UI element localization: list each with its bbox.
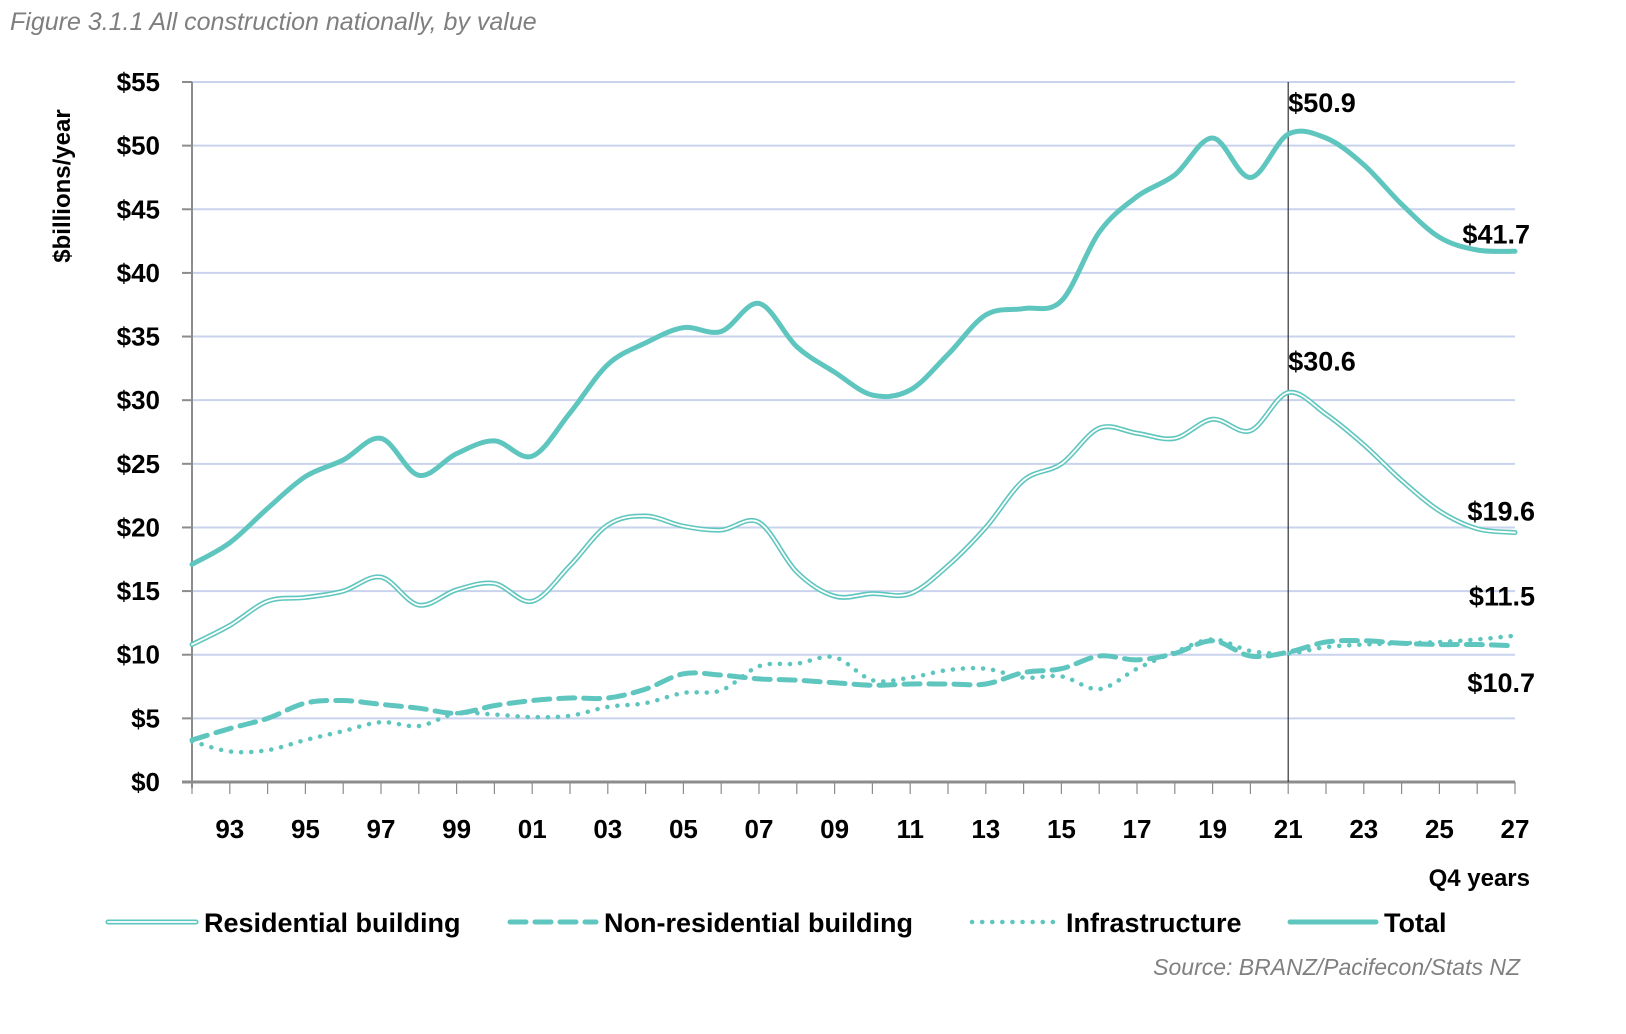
legend-item-residential-building: Residential building [105, 908, 461, 938]
legend-item-infrastructure: Infrastructure [969, 908, 1242, 938]
x-tick-label: 21 [1274, 814, 1303, 844]
y-tick-label: $30 [117, 385, 160, 415]
y-tick-label: $0 [131, 767, 160, 797]
x-tick-label: 17 [1123, 814, 1152, 844]
legend-label: Residential building [204, 908, 461, 938]
data-labels: $50.9 $41.7 $30.6 $19.6 $11.5 $10.7 [1288, 88, 1535, 698]
line-stroke [189, 638, 1518, 743]
data-label: $11.5 [1469, 582, 1535, 612]
y-tick-label: $10 [117, 640, 160, 670]
legend-item-non-residential-building: Non-residential building [507, 908, 913, 938]
y-tick-label: $20 [117, 512, 160, 542]
y-tick-label: $25 [117, 449, 160, 479]
legend-item-total: Total [1287, 908, 1447, 938]
y-axis-tick-labels: $0 $5 $10 $15 $20 $25 $30 $35 $40 $45 $50 $55 [117, 67, 160, 797]
x-tick-label: 11 [896, 814, 924, 844]
line-inner [191, 391, 1516, 646]
x-tick-label: 23 [1349, 814, 1378, 844]
gridlines [192, 81, 1515, 720]
line-stroke [189, 128, 1518, 567]
x-tick-label: 99 [442, 814, 471, 844]
y-tick-label: $35 [117, 322, 160, 352]
x-axis-title: Q4 years [1429, 865, 1530, 892]
x-tick-label: 97 [367, 814, 396, 844]
x-tick-label: 13 [971, 814, 1000, 844]
y-tick-label: $45 [117, 194, 160, 224]
x-tick-label: 95 [291, 814, 320, 844]
legend-label: Infrastructure [1066, 908, 1242, 938]
x-tick-label: 25 [1425, 814, 1454, 844]
axes [182, 81, 1516, 794]
x-axis-tick-labels: 93 95 97 99 01 03 05 07 09 11 13 15 17 19 21 23 25 27 [215, 814, 1529, 844]
x-tick-label: 05 [669, 814, 698, 844]
data-label: $30.6 [1288, 347, 1356, 377]
series-lines [189, 128, 1518, 755]
x-tick-label: 03 [593, 814, 622, 844]
series-non-residential-building [189, 638, 1518, 743]
series-infrastructure [189, 633, 1518, 755]
y-axis-title: $billions/year [49, 109, 76, 262]
data-label: $41.7 [1462, 219, 1530, 249]
x-tick-label: 09 [820, 814, 849, 844]
line-outer [189, 389, 1518, 648]
line-stroke [189, 633, 1518, 755]
source-note: Source: BRANZ/Pacifecon/Stats NZ [1153, 954, 1520, 980]
y-tick-label: $15 [117, 576, 160, 606]
x-tick-label: 93 [215, 814, 244, 844]
legend-label: Total [1384, 908, 1447, 938]
x-tick-label: 27 [1501, 814, 1530, 844]
y-tick-label: $55 [117, 67, 160, 97]
y-tick-label: $5 [131, 703, 160, 733]
series-residential-building [189, 389, 1518, 648]
figure-title: Figure 3.1.1 All construction nationally… [10, 8, 537, 36]
series-total [189, 128, 1518, 567]
x-tick-label: 01 [518, 814, 547, 844]
x-tick-label: 19 [1198, 814, 1227, 844]
x-tick-label: 07 [745, 814, 774, 844]
y-tick-label: $50 [117, 131, 160, 161]
data-label: $19.6 [1467, 497, 1535, 527]
x-tick-label: 15 [1047, 814, 1076, 844]
y-tick-label: $40 [117, 258, 160, 288]
legend: Residential building Non-residential buil… [105, 908, 1447, 938]
data-label: $10.7 [1467, 668, 1535, 698]
data-label: $50.9 [1288, 88, 1356, 118]
legend-label: Non-residential building [604, 908, 913, 938]
